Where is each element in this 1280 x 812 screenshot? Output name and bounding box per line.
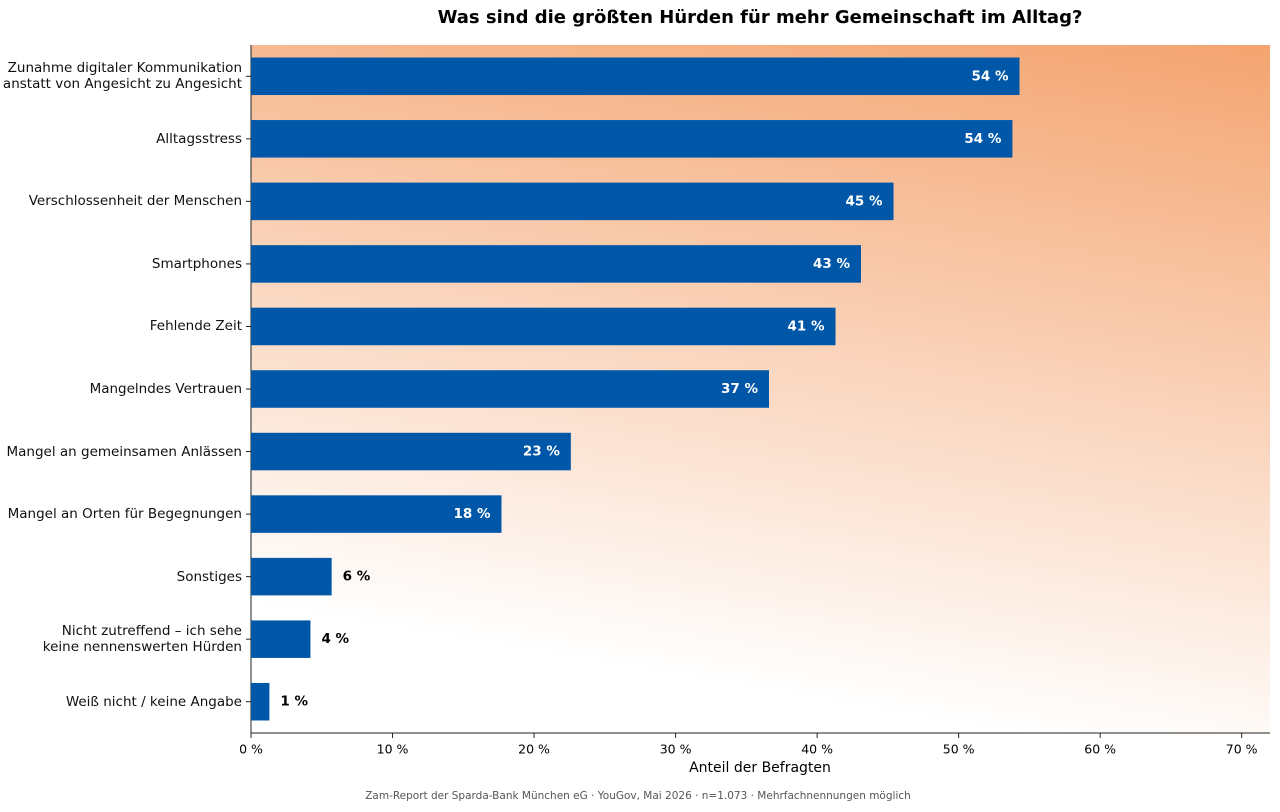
bar bbox=[251, 120, 1013, 158]
y-tick-label: Weiß nicht / keine Angabe bbox=[65, 693, 242, 710]
y-tick-label: Zunahme digitaler Kommunikation anstatt … bbox=[2, 60, 242, 93]
y-tick-label: Fehlende Zeit bbox=[149, 318, 242, 335]
value-label: 41 % bbox=[787, 318, 824, 334]
chart-title: Was sind die größten Hürden für mehr Gem… bbox=[438, 7, 1083, 28]
x-tick-label: 20 % bbox=[518, 742, 550, 757]
y-tick-label: Sonstiges bbox=[176, 568, 242, 585]
y-tick-label: Nicht zutreffend – ich sehe keine nennen… bbox=[42, 623, 242, 656]
bar bbox=[251, 307, 836, 346]
value-label: 18 % bbox=[453, 506, 490, 522]
bar bbox=[251, 557, 332, 596]
value-label: 1 % bbox=[280, 694, 308, 710]
value-label: 6 % bbox=[343, 569, 371, 585]
x-tick-label: 60 % bbox=[1084, 742, 1116, 757]
x-tick-label: 40 % bbox=[801, 742, 833, 757]
value-label: 4 % bbox=[321, 631, 349, 647]
bar bbox=[251, 495, 502, 533]
bar bbox=[251, 370, 769, 408]
y-tick-label: Smartphones bbox=[151, 255, 242, 272]
value-label: 54 % bbox=[971, 68, 1008, 84]
y-tick-label: Mangelndes Vertrauen bbox=[89, 381, 242, 397]
value-label: 37 % bbox=[721, 381, 758, 397]
bar bbox=[251, 432, 571, 471]
y-tick-label: Mangel an Orten für Begegnungen bbox=[7, 506, 242, 523]
source-note: Zam-Report der Sparda-Bank München eG · … bbox=[365, 790, 911, 802]
bar bbox=[251, 57, 1020, 96]
x-tick-label: 70 % bbox=[1226, 742, 1258, 757]
bar bbox=[251, 620, 311, 658]
x-tick-label: 10 % bbox=[377, 742, 409, 757]
value-label: 54 % bbox=[964, 131, 1001, 147]
x-tick-label: 50 % bbox=[943, 742, 975, 757]
x-axis-label: Anteil der Befragten bbox=[689, 760, 831, 776]
y-tick-label: Verschlossenheit der Menschen bbox=[28, 193, 242, 210]
bar bbox=[251, 682, 270, 721]
x-tick-label: 30 % bbox=[660, 742, 692, 757]
value-label: 43 % bbox=[813, 256, 850, 272]
x-tick-label: 0 % bbox=[239, 742, 263, 757]
bar bbox=[251, 245, 861, 283]
y-tick-label: Alltagsstress bbox=[156, 130, 242, 147]
y-tick-label: Mangel an gemeinsamen Anlässen bbox=[6, 443, 242, 460]
value-label: 23 % bbox=[523, 444, 560, 460]
bar bbox=[251, 182, 894, 221]
value-label: 45 % bbox=[846, 193, 883, 209]
